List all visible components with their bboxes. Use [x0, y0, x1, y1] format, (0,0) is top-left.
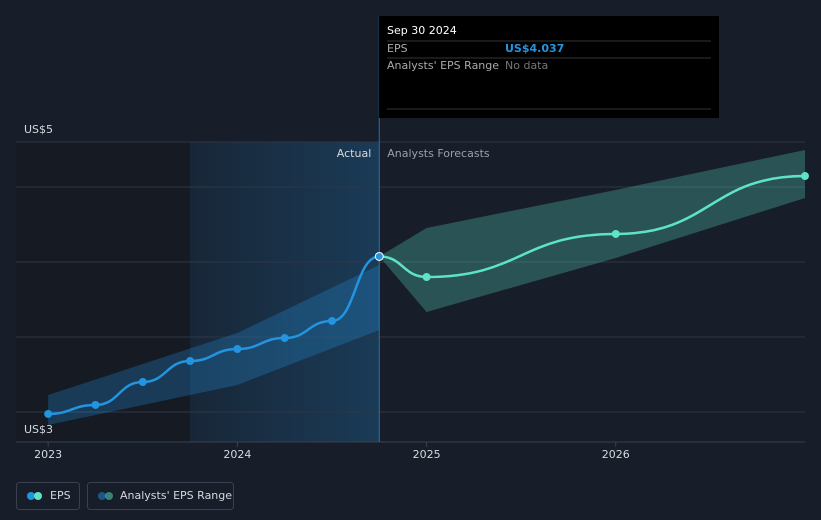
- legend-swatch: [98, 492, 106, 500]
- tooltip-value: US$4.037: [505, 42, 564, 55]
- legend-item[interactable]: [16, 482, 80, 510]
- eps-line: [379, 174, 806, 279]
- tooltip-value: No data: [505, 59, 548, 72]
- tooltip: Sep 30 2024 EPS US$4.037 Analysts' EPS R…: [379, 16, 719, 118]
- eps-point: [801, 172, 809, 181]
- x-tick-label: 2026: [602, 448, 630, 461]
- eps-point: [138, 378, 147, 386]
- tooltip-date: Sep 30 2024: [387, 24, 457, 37]
- eps-point: [374, 251, 384, 261]
- actual-label: Actual: [337, 147, 371, 160]
- eps-point: [186, 357, 195, 365]
- legend-swatch: [34, 492, 42, 500]
- eps-point: [233, 345, 242, 353]
- past-region: [16, 142, 191, 442]
- x-tick-label: 2025: [413, 448, 441, 461]
- legend-label: Analysts' EPS Range: [120, 489, 232, 502]
- legend-swatch: [105, 492, 113, 500]
- eps-point: [422, 273, 431, 281]
- legend-label: EPS: [50, 489, 71, 502]
- x-tick-label: 2023: [34, 448, 62, 461]
- tooltip-label: Analysts' EPS Range: [387, 59, 499, 72]
- eps-point: [280, 334, 289, 343]
- y-tick-label: US$3: [24, 423, 53, 436]
- y-tick-label: US$5: [24, 123, 53, 136]
- forecast-label: Analysts Forecasts: [387, 147, 490, 160]
- eps-point: [91, 400, 100, 409]
- legend-item[interactable]: [87, 482, 234, 510]
- eps-point: [327, 316, 336, 325]
- tooltip-box: [379, 16, 719, 118]
- legend: EPS Analysts' EPS Range: [16, 482, 234, 510]
- legend-swatch: [27, 492, 35, 500]
- highlight-region: [190, 142, 380, 442]
- eps-point: [44, 409, 53, 418]
- eps-point: [611, 229, 620, 238]
- range-band: [379, 149, 805, 312]
- tooltip-label: EPS: [387, 42, 408, 55]
- x-tick-label: 2024: [223, 448, 251, 461]
